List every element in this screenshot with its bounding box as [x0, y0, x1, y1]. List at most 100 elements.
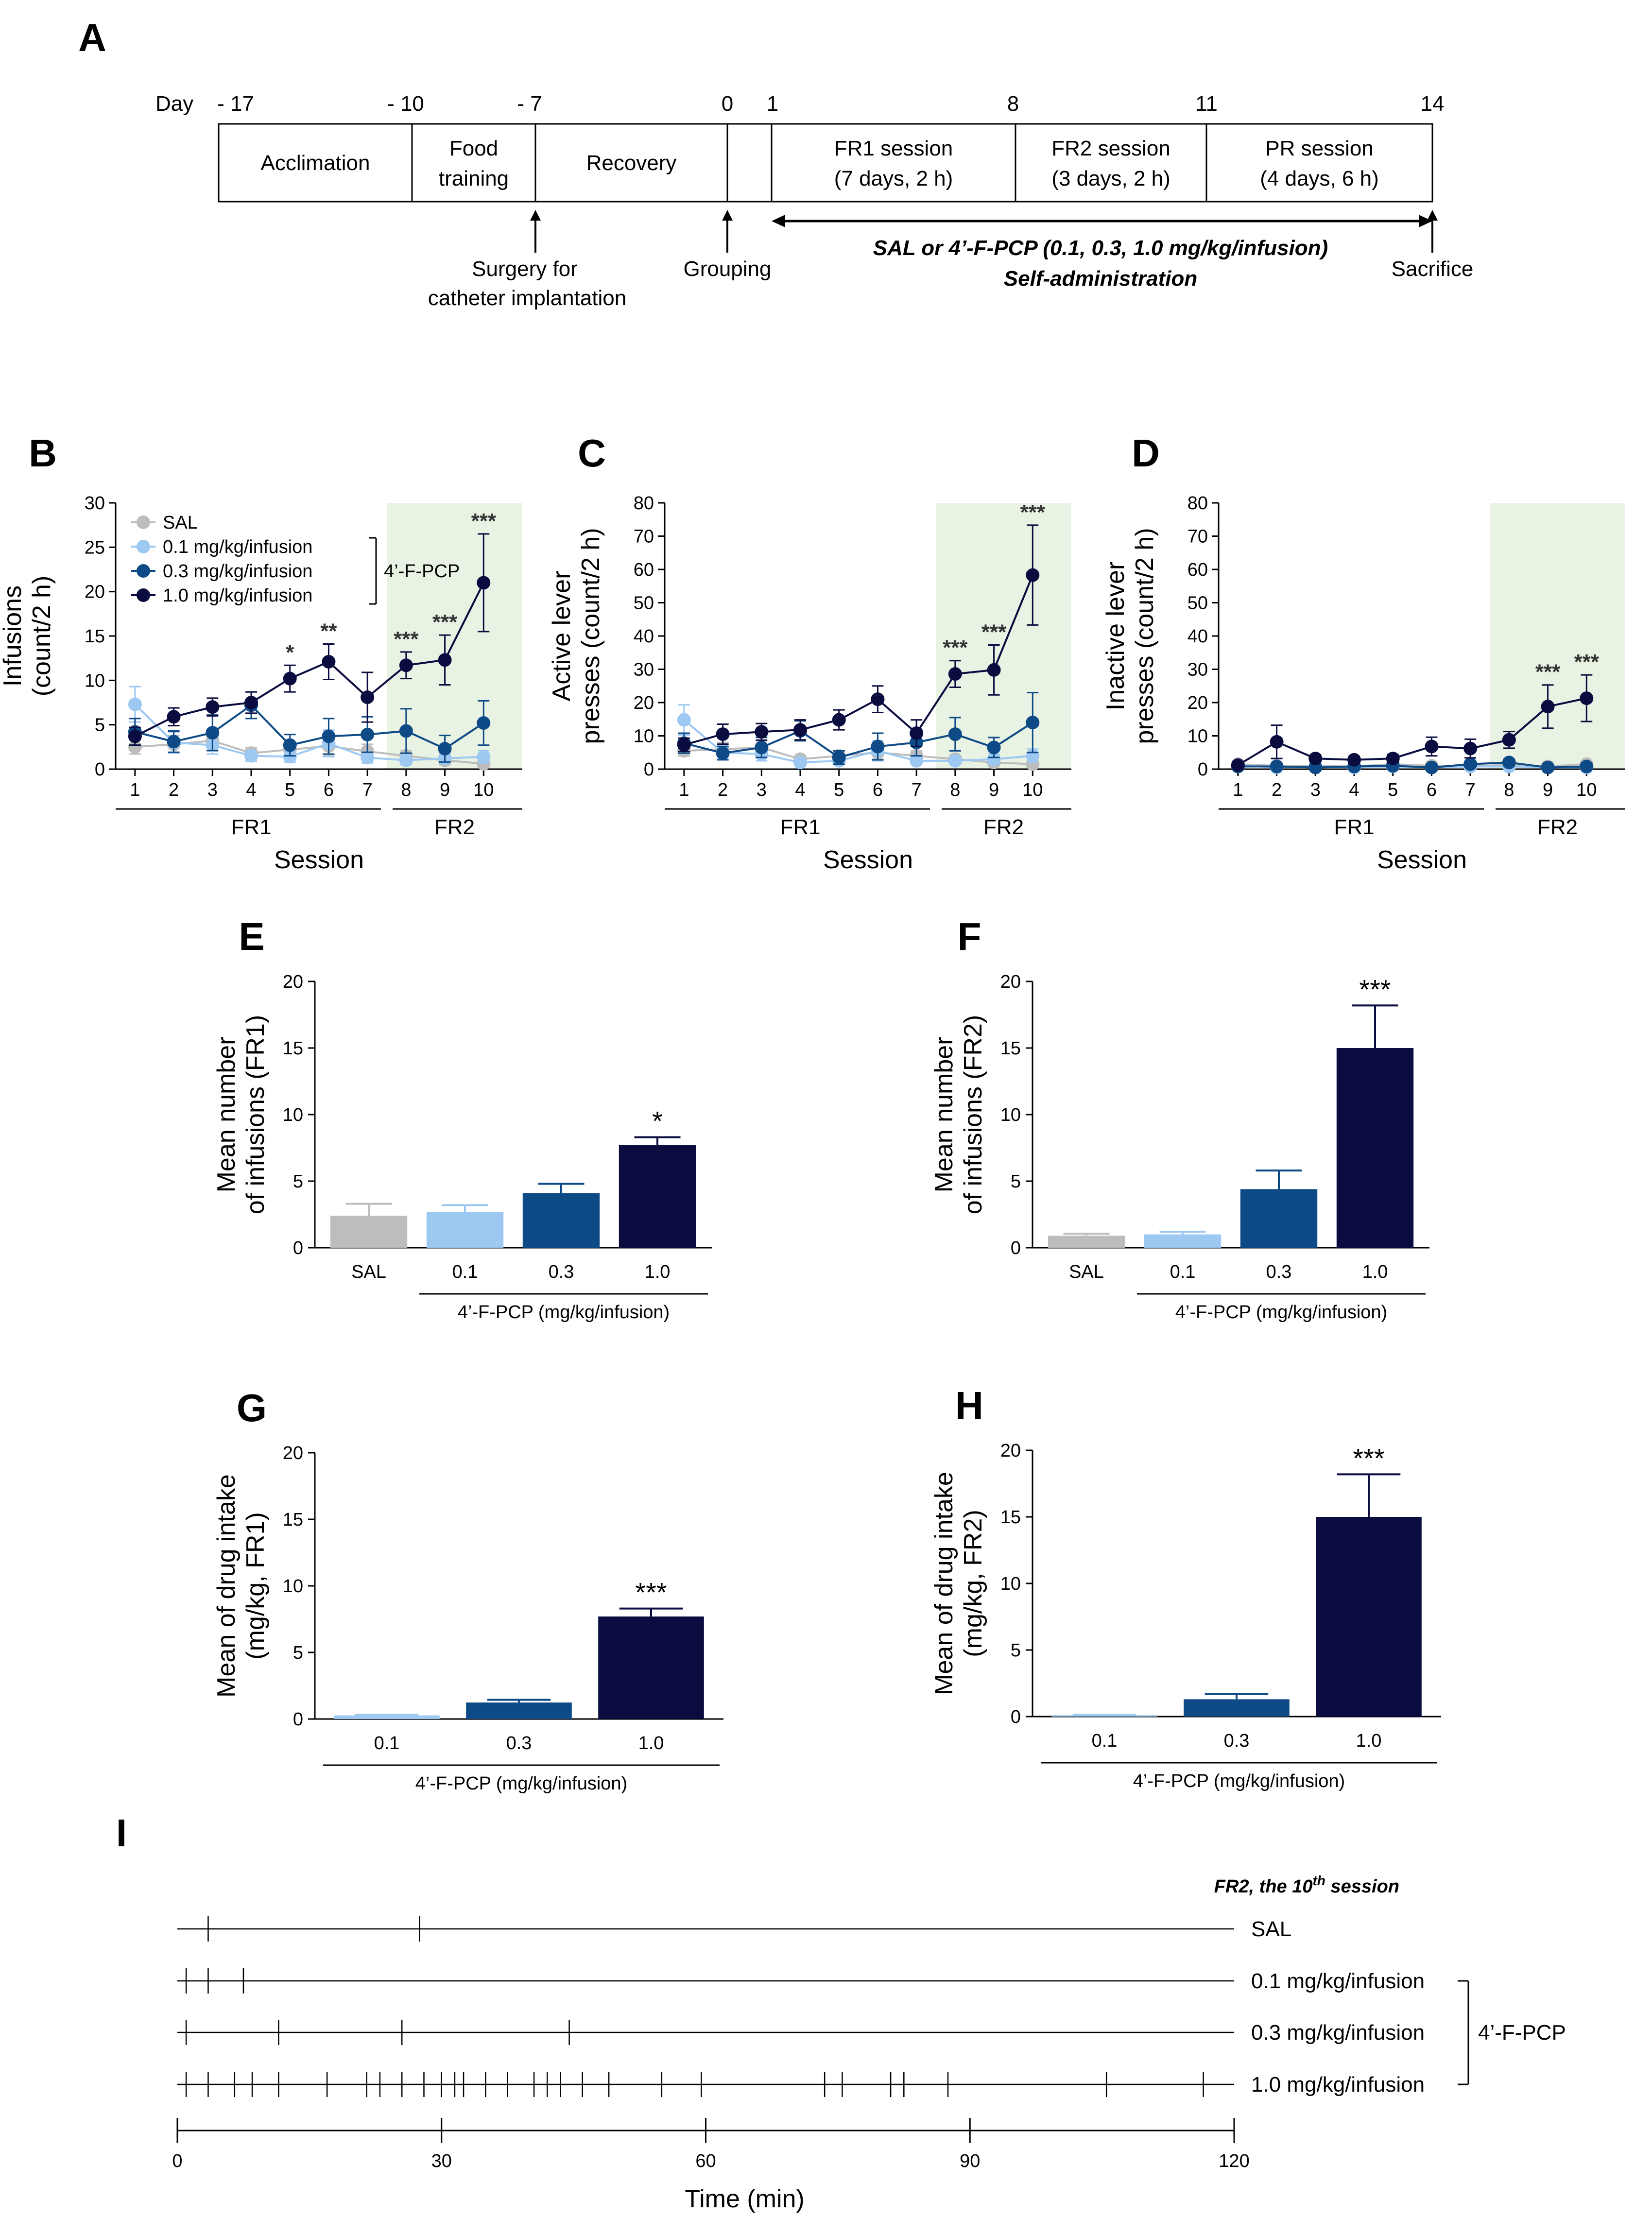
x-axis-title: Session [1377, 846, 1467, 874]
data-point [1580, 691, 1594, 705]
bar-0-1 [1144, 1234, 1222, 1248]
x-tick-label: 8 [1504, 780, 1514, 800]
significance-marker: *** [471, 509, 497, 533]
fr2-shaded-region [387, 503, 522, 769]
y-tick-label: 20 [1000, 1441, 1021, 1461]
series-line [684, 722, 1033, 759]
y-tick-label: 5 [95, 715, 105, 736]
x-tick-label: 9 [989, 780, 999, 800]
x-tick-label: 2 [1272, 780, 1282, 800]
x-tick-label: 6 [873, 780, 883, 800]
significance-marker: *** [1353, 1443, 1384, 1473]
x-tick-label: 1.0 [638, 1733, 664, 1754]
y-tick-label: 80 [634, 493, 654, 514]
y-axis-title: Mean of drug intake [930, 1472, 958, 1695]
bar-1-0 [598, 1616, 704, 1719]
significance-marker: *** [1535, 660, 1561, 684]
data-point [1463, 757, 1478, 771]
data-point [677, 738, 691, 752]
bar-sal [330, 1216, 408, 1248]
legend-marker [137, 588, 150, 602]
data-point [399, 753, 413, 767]
panel-b-infusions-chart: B 0 5 10 15 20 25 30 1 2 3 4 5 6 7 8 9 10 FR1 FR2 Session Inf… [0, 431, 522, 874]
bar-0-1 [1051, 1715, 1157, 1717]
panel-a-timeline: A Day - 17 - 10 - 7 0 1 8 11 14 Acclimation Food tra… [78, 16, 1473, 310]
fr1-label: FR1 [780, 815, 820, 839]
data-point [244, 749, 258, 763]
significance-marker: *** [1574, 650, 1600, 674]
y-tick-label: 15 [85, 626, 105, 647]
day-label: 0 [722, 92, 733, 116]
time-axis-title: Time (min) [685, 2185, 805, 2213]
x-axis-title: Session [823, 846, 913, 874]
panel-letter-a: A [78, 16, 106, 59]
data-point [677, 713, 691, 727]
x-tick-label: 8 [950, 780, 960, 800]
y-tick-label: 10 [85, 670, 105, 691]
raster-title-main: FR2, the 10 [1214, 1876, 1313, 1897]
y-tick-label: 0 [95, 759, 105, 780]
y-tick-label: 60 [1187, 560, 1208, 580]
x-tick-label: 10 [1576, 780, 1597, 800]
data-point [322, 729, 336, 743]
y-tick-label: 5 [293, 1171, 303, 1192]
data-point [361, 690, 375, 705]
series-line [135, 704, 484, 750]
surgery-arrow-head [530, 210, 541, 221]
data-point [910, 726, 924, 740]
grouping-label: Grouping [683, 257, 771, 281]
series-line [1237, 697, 1587, 766]
y-axis-title: Infusions [0, 585, 27, 687]
x-tick-label: 3 [1310, 780, 1321, 800]
y-tick-label: 50 [1187, 593, 1208, 614]
y-tick-label: 40 [634, 626, 654, 647]
y-tick-label: 10 [634, 726, 654, 747]
group-label: 4’-F-PCP (mg/kg/infusion) [1133, 1771, 1345, 1791]
data-point [1026, 716, 1040, 730]
treatment-label: SAL or 4’-F-PCP (0.1, 0.3, 1.0 mg/kg/inf… [873, 236, 1328, 260]
x-tick-label: 7 [362, 780, 373, 800]
y-tick-label: 10 [283, 1576, 303, 1597]
panel-letter-g: G [237, 1386, 267, 1429]
treatment-sublabel: Self-administration [1004, 267, 1198, 291]
panel-d-inactive-lever-chart: D 0 10 20 30 40 50 60 70 80 1 2 3 4 5 6 7 8 9 10 FR1 FR2 Sessi… [1101, 431, 1625, 874]
y-tick-label: 20 [1187, 693, 1208, 713]
x-tick-label: 6 [324, 780, 334, 800]
fr2-shaded-region [936, 503, 1071, 769]
y-tick-label: 20 [634, 693, 654, 713]
y-tick-label: 20 [283, 1443, 303, 1463]
data-point [871, 692, 885, 706]
x-tick-label: 1.0 [1356, 1731, 1382, 1751]
x-tick-label: 1.0 [645, 1262, 671, 1282]
y-tick-label: 30 [1187, 660, 1208, 680]
significance-marker: *** [635, 1577, 667, 1608]
significance-marker: *** [981, 620, 1007, 644]
y-axis-title-2: presses (count/2 h) [577, 528, 605, 744]
panel-letter-i: I [116, 1811, 127, 1855]
y-tick-label: 10 [1000, 1105, 1021, 1125]
x-tick-label: 0.3 [549, 1262, 574, 1282]
x-tick-label: 0.3 [1224, 1731, 1250, 1751]
y-tick-label: 30 [85, 493, 105, 514]
data-point [793, 723, 807, 737]
panel-e-fr1-infusions-bar-chart: E 0 5 10 15 20 SAL 0.1 0.3 1.0 4’-F-PCP (mg/kg/inf… [212, 915, 712, 1323]
x-tick-label: 3 [757, 780, 767, 800]
data-point [1463, 741, 1478, 756]
timeline-box-label: PR session [1265, 137, 1374, 160]
day-prefix: Day [155, 92, 193, 116]
y-tick-label: 20 [283, 972, 303, 992]
time-tick-label: 60 [695, 2151, 716, 2171]
y-tick-label: 5 [1011, 1640, 1021, 1661]
x-tick-label: 9 [440, 780, 450, 800]
group-label: 4’-F-PCP (mg/kg/infusion) [415, 1773, 627, 1794]
surgery-label: Surgery for [472, 257, 578, 281]
data-point [1541, 760, 1555, 774]
x-tick-label: 5 [1388, 780, 1398, 800]
fr1-label: FR1 [1334, 815, 1374, 839]
data-point [322, 654, 336, 669]
y-tick-label: 70 [634, 527, 654, 547]
timeline-box-label: Recovery [586, 151, 677, 175]
y-tick-label: 0 [644, 759, 654, 780]
timeline-box-label: FR1 session [834, 137, 953, 160]
y-tick-label: 70 [1187, 527, 1208, 547]
